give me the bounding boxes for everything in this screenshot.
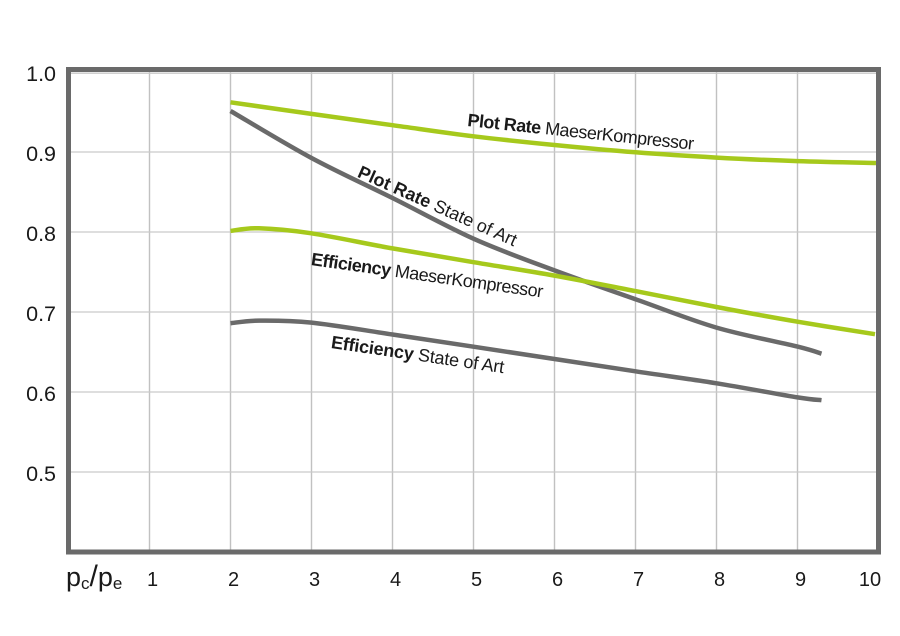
svg-text:0.9: 0.9 (26, 142, 56, 166)
svg-text:0.7: 0.7 (26, 302, 56, 326)
svg-text:10: 10 (859, 569, 881, 591)
svg-text:0.6: 0.6 (26, 382, 56, 406)
svg-text:4: 4 (390, 569, 401, 591)
svg-text:3: 3 (309, 569, 320, 591)
svg-text:7: 7 (633, 569, 644, 591)
svg-text:5: 5 (471, 569, 482, 591)
svg-text:8: 8 (714, 569, 725, 591)
svg-text:2: 2 (228, 569, 239, 591)
svg-text:6: 6 (552, 569, 563, 591)
svg-text:1.0: 1.0 (26, 62, 56, 86)
svg-text:9: 9 (795, 569, 806, 591)
svg-text:0.8: 0.8 (26, 222, 56, 246)
svg-text:1: 1 (147, 569, 158, 591)
svg-text:0.5: 0.5 (26, 462, 56, 486)
